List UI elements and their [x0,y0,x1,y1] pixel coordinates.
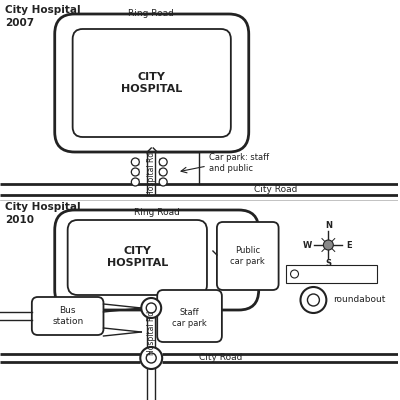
Text: roundabout: roundabout [333,296,386,304]
Text: Car park: staff
and public: Car park: staff and public [209,153,269,173]
Circle shape [159,158,167,166]
Text: S: S [325,260,331,268]
Text: Bus
station: Bus station [52,306,83,326]
Circle shape [323,240,333,250]
Text: CITY
HOSPITAL: CITY HOSPITAL [107,246,168,268]
Circle shape [290,270,298,278]
Circle shape [131,158,139,166]
Circle shape [146,303,156,313]
Text: City Road: City Road [254,186,297,194]
Text: Hospital Rd: Hospital Rd [147,311,156,355]
Text: Hospital Rd: Hospital Rd [147,152,156,196]
Circle shape [159,168,167,176]
Circle shape [131,168,139,176]
FancyBboxPatch shape [68,220,207,295]
Text: N: N [325,222,332,230]
FancyBboxPatch shape [55,14,249,152]
Circle shape [308,294,319,306]
Text: City Road: City Road [199,354,242,362]
Text: Staff
car park: Staff car park [172,308,206,328]
FancyBboxPatch shape [32,297,104,335]
FancyBboxPatch shape [55,210,259,310]
Circle shape [141,298,161,318]
Text: W: W [303,240,312,250]
Text: Ring Road: Ring Road [128,9,174,18]
Circle shape [131,178,139,186]
FancyBboxPatch shape [157,290,222,342]
Text: City Hospital
2007: City Hospital 2007 [5,5,80,28]
Text: Ring Road: Ring Road [134,208,180,217]
Text: Public
car park: Public car park [230,246,265,266]
FancyBboxPatch shape [73,29,231,137]
Circle shape [140,347,162,369]
FancyBboxPatch shape [286,265,377,283]
Text: E: E [346,240,352,250]
Text: CITY
HOSPITAL: CITY HOSPITAL [121,72,182,94]
Circle shape [300,287,326,313]
FancyBboxPatch shape [217,222,279,290]
Text: Bus stop: Bus stop [304,270,343,278]
Circle shape [146,353,156,363]
Circle shape [159,178,167,186]
Text: City Hospital
2010: City Hospital 2010 [5,202,80,225]
